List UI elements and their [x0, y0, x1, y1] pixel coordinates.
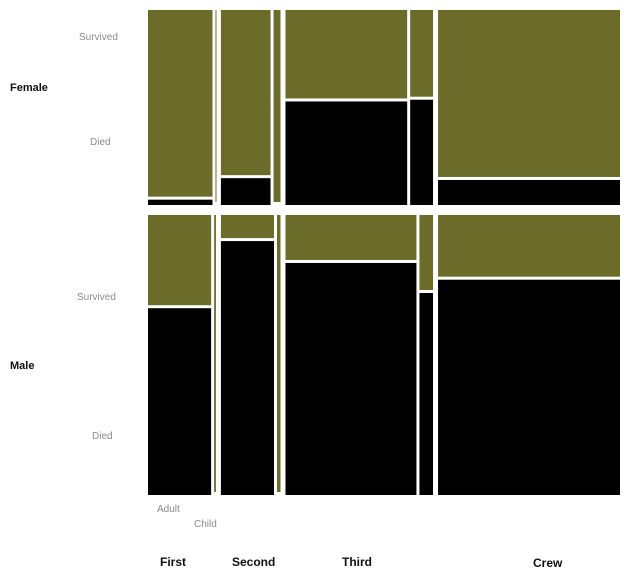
cell-second-female-adult-died	[220, 178, 271, 205]
cell-second-female-adult-survived	[220, 10, 271, 176]
class-label-second: Second	[232, 555, 275, 569]
class-label-third: Third	[342, 555, 372, 569]
row-label-male: Male	[10, 360, 34, 372]
cell-second-male-child-survived	[277, 215, 281, 492]
male-died-label: Died	[92, 431, 113, 442]
cell-third-female-adult-died	[285, 101, 408, 205]
cell-second-female-child-survived	[273, 10, 281, 202]
cell-third-female-child-survived	[410, 10, 434, 97]
cell-third-male-adult-survived	[285, 215, 417, 260]
male-survived-label: Survived	[77, 292, 116, 303]
cell-crew-male-adult-died	[438, 279, 620, 495]
female-survived-label: Survived	[79, 32, 118, 43]
cell-third-male-child-survived	[419, 215, 434, 291]
cell-second-male-adult-died	[220, 241, 275, 495]
cell-third-female-child-died	[410, 99, 434, 205]
row-label-female: Female	[10, 82, 48, 94]
cell-third-male-child-died	[419, 293, 434, 495]
cell-first-male-child-survived	[214, 215, 216, 492]
cell-crew-male-adult-survived	[438, 215, 620, 277]
cell-crew-female-adult-died	[438, 179, 620, 205]
mosaic-cells	[148, 10, 620, 495]
cell-second-male-adult-survived	[220, 215, 275, 239]
female-died-label: Died	[90, 137, 111, 148]
age-label-adult: Adult	[157, 504, 180, 515]
cell-first-male-adult-survived	[148, 215, 212, 306]
class-label-crew: Crew	[533, 556, 563, 570]
class-label-first: First	[160, 555, 186, 569]
cell-crew-female-adult-survived	[438, 10, 620, 177]
cell-third-male-adult-died	[285, 262, 417, 495]
cell-first-female-child-survived	[215, 10, 217, 202]
cell-first-male-adult-died	[148, 308, 212, 495]
age-label-child: Child	[194, 519, 217, 530]
cell-first-female-adult-survived	[148, 10, 213, 197]
cell-first-female-adult-died	[148, 199, 213, 205]
cell-third-female-adult-survived	[285, 10, 408, 99]
